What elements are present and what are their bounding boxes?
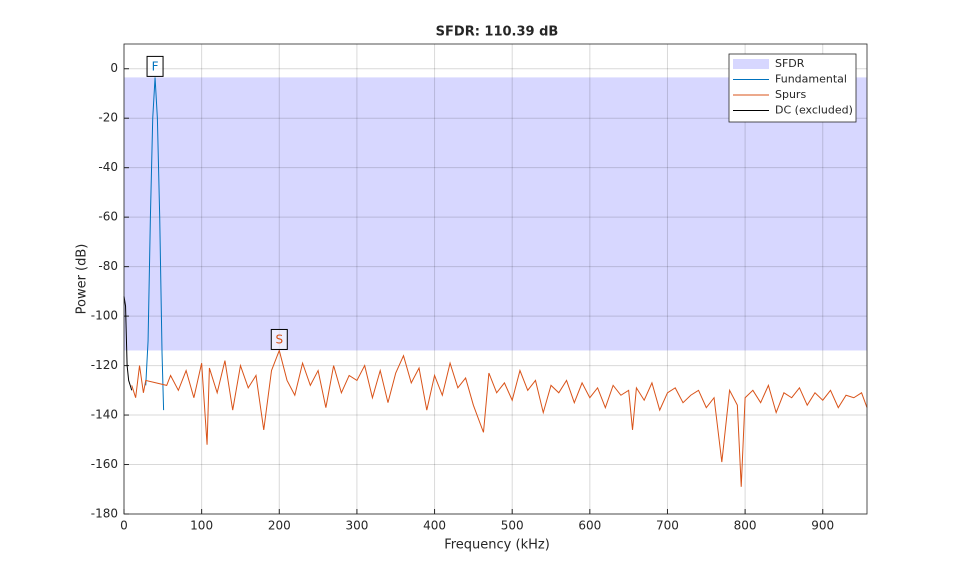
sfdr-band [124,77,867,351]
marker-label: F [152,59,159,73]
x-tick-label: 400 [423,519,446,533]
x-tick-label: 500 [501,519,524,533]
y-tick-label: -120 [91,358,118,372]
x-tick-label: 800 [734,519,757,533]
y-tick-label: -80 [98,259,118,273]
y-tick-label: -100 [91,309,118,323]
marker-label: S [275,332,283,346]
x-tick-label: 900 [811,519,834,533]
chart-title: SFDR: 110.39 dB [436,25,559,40]
series-line [123,296,133,391]
plot-border [123,43,868,515]
marker-box [270,328,288,350]
series-line [131,348,868,487]
y-tick-label: -60 [98,210,118,224]
legend-label: Spurs [775,88,806,101]
y-tick-label: -20 [98,111,118,125]
marker-box [146,55,164,77]
y-tick-label: 0 [110,61,118,75]
series-line [145,77,165,411]
x-tick-label: 200 [268,519,291,533]
y-tick-label: -140 [91,408,118,422]
y-tick-label: -160 [91,457,118,471]
x-tick-label: 700 [656,519,679,533]
legend-label: DC (excluded) [775,104,853,117]
x-axis-label: Frequency (kHz) [444,538,550,553]
x-tick-label: 100 [190,519,213,533]
y-tick-label: -180 [91,507,118,521]
legend-label: SFDR [775,57,805,70]
x-tick-label: 0 [120,519,128,533]
x-tick-label: 300 [345,519,368,533]
legend-swatch [733,59,769,69]
x-tick-label: 600 [578,519,601,533]
legend-label: Fundamental [775,73,847,86]
y-tick-label: -40 [98,160,118,174]
y-axis-label: Power (dB) [75,244,90,315]
